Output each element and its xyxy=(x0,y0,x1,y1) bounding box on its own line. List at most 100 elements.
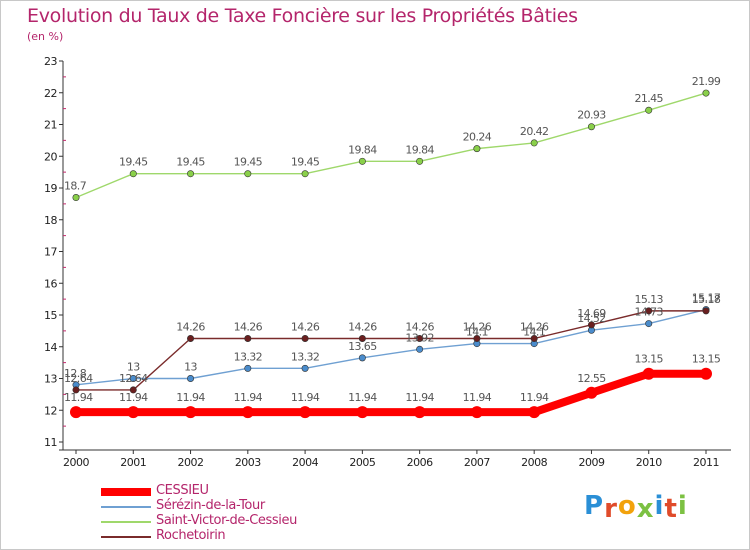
series-point-2 xyxy=(187,374,195,382)
series-point-4 xyxy=(530,334,538,342)
series-line-4 xyxy=(75,310,707,391)
series-point-3 xyxy=(702,89,710,97)
data-label-4: 12.64 xyxy=(64,372,93,385)
series-line-2 xyxy=(75,308,707,386)
data-label-2: 13.65 xyxy=(348,340,377,353)
series-point-4 xyxy=(72,386,80,394)
data-label-1: 11.94 xyxy=(176,391,205,404)
data-label-2: 14.1 xyxy=(523,326,545,339)
series-point-1 xyxy=(585,386,598,399)
data-label-4: 14.26 xyxy=(176,320,205,333)
data-label-2: 14.52 xyxy=(577,312,606,325)
series-point-4 xyxy=(244,334,252,342)
legend-swatch xyxy=(101,487,151,496)
data-label-1: 11.94 xyxy=(64,391,93,404)
data-label-2: 15.17 xyxy=(692,292,721,305)
y-tick-label: 16 xyxy=(44,277,57,290)
data-label-3: 20.42 xyxy=(520,125,549,138)
series-point-4 xyxy=(587,321,595,329)
x-tick-label: 2004 xyxy=(292,456,318,469)
data-label-4: 14.26 xyxy=(234,320,263,333)
series-point-4 xyxy=(645,307,653,315)
legend-swatch xyxy=(101,535,151,538)
data-label-3: 19.45 xyxy=(291,156,320,169)
chart-title: Evolution du Taux de Taxe Foncière sur l… xyxy=(27,5,578,27)
x-tick-label: 2005 xyxy=(349,456,375,469)
data-label-4: 14.26 xyxy=(291,320,320,333)
data-label-3: 21.99 xyxy=(692,75,721,88)
series-point-3 xyxy=(530,139,538,147)
logo-letter: P xyxy=(584,491,605,521)
series-point-3 xyxy=(129,170,137,178)
series-line-1 xyxy=(72,369,710,417)
series-point-1 xyxy=(356,406,369,419)
series-point-3 xyxy=(587,123,595,131)
data-label-4: 14.26 xyxy=(405,320,434,333)
series-point-4 xyxy=(473,334,481,342)
data-label-2: 14.1 xyxy=(466,326,488,339)
x-tick-label: 2001 xyxy=(120,456,146,469)
legend-label: Rochetoirin xyxy=(156,528,226,543)
data-label-2: 13.92 xyxy=(405,331,434,344)
y-tick-label: 23 xyxy=(44,55,57,68)
series-point-2 xyxy=(416,345,424,353)
data-label-4: 14.26 xyxy=(463,320,492,333)
logo-letter: r xyxy=(604,494,618,524)
legend-label: CESSIEU xyxy=(156,483,209,498)
x-tick-label: 2011 xyxy=(693,456,719,469)
data-label-1: 13.15 xyxy=(692,353,721,366)
x-tick-label: 2007 xyxy=(464,456,490,469)
proxiti-logo: Proxiti xyxy=(584,491,688,524)
x-tick-label: 2003 xyxy=(235,456,261,469)
y-tick-label: 21 xyxy=(44,119,57,132)
legend-swatch xyxy=(101,520,151,523)
x-tick-label: 2000 xyxy=(63,456,89,469)
series-point-1 xyxy=(642,367,655,380)
series-point-4 xyxy=(702,307,710,315)
y-tick-label: 13 xyxy=(44,373,57,386)
data-label-1: 12.55 xyxy=(577,372,606,385)
y-tick-label: 11 xyxy=(44,436,57,449)
data-label-4: 15.13 xyxy=(634,293,663,306)
series-point-3 xyxy=(473,145,481,153)
series-point-1 xyxy=(299,406,312,419)
data-label-1: 11.94 xyxy=(463,391,492,404)
data-label-4: 12.64 xyxy=(119,372,148,385)
y-tick-label: 19 xyxy=(44,182,57,195)
x-tick-label: 2008 xyxy=(521,456,547,469)
data-label-4: 14.26 xyxy=(348,320,377,333)
legend-label: Sérézin-de-la-Tour xyxy=(156,498,265,513)
y-tick-label: 17 xyxy=(44,246,57,259)
chart-unit-label: (en %) xyxy=(27,30,64,43)
data-label-1: 11.94 xyxy=(291,391,320,404)
y-tick-label: 18 xyxy=(44,214,57,227)
series-point-1 xyxy=(470,406,483,419)
data-label-1: 11.94 xyxy=(348,391,377,404)
series-point-3 xyxy=(187,170,195,178)
series-point-1 xyxy=(70,406,82,419)
logo-letter: i xyxy=(677,491,688,521)
y-tick-label: 14 xyxy=(44,341,57,354)
series-point-4 xyxy=(187,334,195,342)
data-label-1: 13.15 xyxy=(634,353,663,366)
data-label-3: 18.7 xyxy=(64,180,87,193)
data-label-4: 15.18 xyxy=(692,293,721,306)
series-point-3 xyxy=(416,157,424,165)
y-tick-label: 22 xyxy=(44,87,57,100)
data-label-1: 11.94 xyxy=(234,391,263,404)
series-point-1 xyxy=(700,367,712,380)
data-label-2: 13 xyxy=(127,361,140,374)
data-label-4: 14.69 xyxy=(577,307,606,320)
y-tick-label: 15 xyxy=(44,309,57,322)
data-label-3: 19.45 xyxy=(234,156,263,169)
series-point-4 xyxy=(358,334,366,342)
series-point-4 xyxy=(416,334,424,342)
logo-letter: t xyxy=(664,494,678,524)
series-point-1 xyxy=(413,406,426,419)
series-point-4 xyxy=(301,334,309,342)
data-label-1: 11.94 xyxy=(405,391,434,404)
data-label-1: 11.94 xyxy=(119,391,148,404)
logo-letter: o xyxy=(617,491,637,521)
legend-swatch xyxy=(101,505,151,508)
